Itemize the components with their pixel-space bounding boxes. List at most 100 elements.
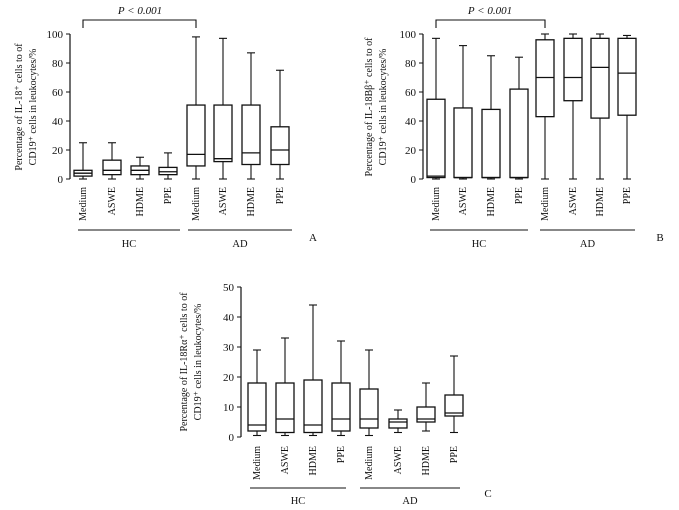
box-medium-ad [186,36,206,180]
y-tick-label: 100 [400,29,417,41]
x-category-label: HDME [595,187,606,216]
box-aswe-ad [213,37,233,180]
x-category-label: Medium [191,187,202,221]
y-tick-label: 50 [223,282,235,294]
box-aswe-ad [563,33,583,180]
y-axis-label-line1: Percentage of IL-18⁺ cells to of [14,43,25,171]
y-axis-label: Percentage of IL-18Bβ⁺ cells to of CD19⁺ … [364,37,389,177]
box-hdme-ad [241,52,261,180]
y-tick-label: 20 [405,145,417,157]
box-iqr [213,104,233,163]
box-iqr [416,406,436,423]
box-iqr [535,39,555,118]
group-label-ad: AD [580,239,596,250]
x-category-label: ASWE [218,187,229,215]
x-category-label: PPE [275,187,286,204]
significance-bracket [435,19,546,28]
y-tick-label: 0 [58,174,64,186]
y-tick-label: 60 [52,87,64,99]
x-category-label: PPE [622,187,633,204]
panel-a: 0 20 40 60 80 100 Percentage of IL-18⁺ cells t… [14,5,317,250]
y-axis-label-line2: CD19⁺ cells in leukocytes/% [28,49,39,166]
box-iqr [444,394,464,417]
y-axis-label: Percentage of IL-18Rα⁺ cells to of CD19⁺ … [179,292,204,432]
y-tick-label: 20 [223,372,235,384]
panel-b: 0 20 40 60 80 100 Percentage of IL-18Bβ⁺ cells… [364,5,664,250]
box-iqr [241,104,261,166]
x-category-label: Medium [78,187,89,221]
box-iqr [563,37,583,102]
x-category-label: HDME [135,187,146,216]
box-iqr [102,159,122,176]
box-ppe-ad [444,355,464,434]
x-category-label: PPE [514,187,525,204]
box-aswe-hc [275,337,295,437]
y-tick-label: 20 [52,145,64,157]
x-category-label: HDME [421,446,432,475]
x-category-label: HDME [308,446,319,475]
y-tick-label: 0 [411,174,417,186]
x-category-label: Medium [540,187,551,221]
box-iqr [509,88,529,179]
x-category-label: ASWE [107,187,118,215]
y-axis-label-line2: CD19⁺ cells in leukocytes/% [378,49,389,166]
box-medium-hc [426,37,446,180]
y-axis-label-line2: CD19⁺ cells in leukocytes/% [193,304,204,421]
box-iqr [590,37,610,119]
x-category-label: Medium [364,446,375,480]
group-label-ad: AD [402,496,418,507]
box-iqr [270,126,290,166]
x-category-label: HDME [486,187,497,216]
box-iqr [388,418,408,429]
y-tick-label: 60 [405,87,417,99]
group-label-hc: HC [122,239,137,250]
box-medium-hc [73,142,93,180]
y-tick-label: 0 [229,432,235,444]
x-category-label: PPE [449,446,460,463]
box-ppe-hc [331,340,351,437]
box-aswe-hc [453,45,473,180]
box-hdme-ad [416,382,436,432]
box-aswe-ad [388,409,408,434]
box-iqr [158,166,178,176]
box-medium-ad [535,33,555,180]
significance-bracket [82,19,197,28]
box-iqr [247,382,267,432]
x-category-label: ASWE [458,187,469,215]
group-label-hc: HC [291,496,306,507]
y-tick-label: 100 [47,29,64,41]
x-category-label: ASWE [280,446,291,474]
x-category-label: ASWE [393,446,404,474]
box-hdme-hc [303,304,323,437]
box-ppe-hc [509,56,529,180]
y-tick-label: 10 [223,402,235,414]
group-label-hc: HC [472,239,487,250]
y-tick-label: 40 [52,116,64,128]
y-axis-label: Percentage of IL-18⁺ cells to of CD19⁺ ce… [14,43,39,171]
box-aswe-hc [102,142,122,180]
p-value-label: P < 0.001 [117,5,162,17]
box-iqr [186,104,206,167]
y-tick-label: 40 [405,116,417,128]
y-tick-label: 80 [52,58,64,70]
x-category-label: PPE [163,187,174,204]
panel-c: 0 10 20 30 40 50 Percentage of IL-18Rα⁺ cells … [179,282,492,507]
panel-letter: B [656,232,663,244]
box-iqr [359,388,379,429]
box-iqr [617,37,637,116]
box-ppe-hc [158,152,178,180]
box-iqr [481,108,501,179]
box-ppe-ad [617,34,637,180]
x-category-label: Medium [431,187,442,221]
y-tick-label: 80 [405,58,417,70]
box-iqr [453,107,473,179]
box-hdme-hc [481,55,501,180]
group-label-ad: AD [232,239,248,250]
box-iqr [331,382,351,432]
box-iqr [426,98,446,179]
x-category-label: PPE [336,446,347,463]
y-tick-label: 30 [223,342,235,354]
box-ppe-ad [270,69,290,180]
box-iqr [303,379,323,434]
